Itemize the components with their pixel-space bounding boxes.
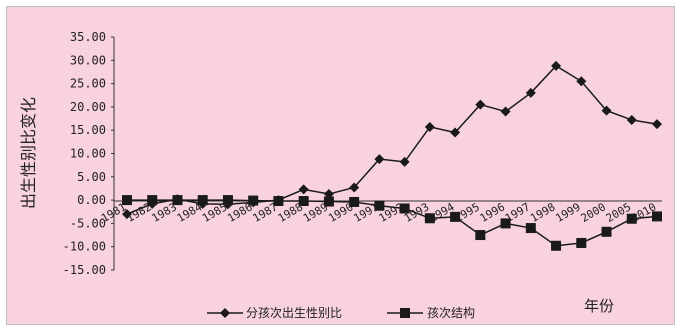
data-point-square: [197, 195, 208, 206]
data-point-diamond: [551, 60, 562, 71]
data-point-diamond: [399, 156, 410, 167]
data-point-diamond: [122, 209, 132, 220]
data-point-diamond: [298, 184, 309, 195]
data-point-diamond: [475, 99, 486, 110]
legend: 分孩次出生性别比 孩次结构: [207, 305, 475, 320]
data-point-square: [450, 211, 461, 222]
data-point-square: [601, 226, 612, 237]
data-point-square: [374, 200, 385, 211]
legend-label-2: 孩次结构: [427, 305, 475, 320]
data-point-square: [399, 203, 410, 214]
y-tick-label: 25.00: [70, 77, 106, 91]
data-point-square: [298, 196, 309, 207]
data-point-square: [551, 240, 562, 251]
legend-marker-square: [400, 308, 410, 318]
data-point-square: [576, 237, 587, 248]
data-point-square: [626, 213, 637, 224]
data-point-diamond: [626, 114, 637, 125]
y-tick-label: -10.00: [63, 240, 106, 254]
data-point-square: [500, 218, 511, 229]
data-point-square: [147, 195, 158, 206]
data-point-diamond: [450, 127, 461, 138]
data-point-square: [222, 195, 233, 206]
data-point-square: [349, 196, 360, 207]
chart-background: 35.00 30.00 25.00 20.00 15.00 10.00 5.00 0.00 -5…: [6, 6, 675, 325]
y-tick-label: 5.00: [77, 170, 106, 184]
data-point-diamond: [374, 154, 385, 165]
x-axis-label: 年份: [584, 297, 614, 315]
y-axis-label: 出生性别比变化: [19, 97, 38, 209]
series-line-1: [126, 64, 658, 215]
series-group: [122, 60, 662, 251]
data-point-diamond: [652, 119, 662, 130]
data-point-square: [172, 195, 183, 206]
y-tick-label: -5.00: [70, 216, 106, 230]
data-point-square: [475, 230, 486, 241]
series-line-2: [127, 199, 658, 247]
y-tick-label: 15.00: [70, 123, 106, 137]
y-tick-label: -15.00: [63, 263, 106, 277]
data-point-square: [248, 195, 259, 206]
data-point-square: [525, 223, 536, 234]
data-point-diamond: [500, 106, 511, 117]
y-tick-label: 0.00: [77, 193, 106, 207]
y-tick-label: 20.00: [70, 100, 106, 114]
data-point-square: [323, 196, 334, 207]
data-point-diamond: [424, 121, 435, 132]
y-tick-label: 10.00: [70, 147, 106, 161]
data-point-square: [424, 213, 435, 224]
data-point-diamond: [601, 105, 612, 116]
data-point-diamond: [576, 76, 587, 87]
data-point-diamond: [349, 182, 360, 193]
data-point-square: [652, 211, 662, 222]
y-tick-labels: 35.00 30.00 25.00 20.00 15.00 10.00 5.00 0.00 -5…: [63, 30, 114, 277]
y-tick-label: 30.00: [70, 53, 106, 67]
legend-marker-diamond: [220, 308, 230, 318]
data-point-square: [122, 195, 132, 206]
line-chart: 35.00 30.00 25.00 20.00 15.00 10.00 5.00 0.00 -5…: [19, 30, 662, 320]
data-point-square: [273, 196, 284, 207]
y-tick-label: 35.00: [70, 30, 106, 44]
legend-label-1: 分孩次出生性别比: [246, 306, 342, 320]
data-point-diamond: [525, 87, 536, 98]
